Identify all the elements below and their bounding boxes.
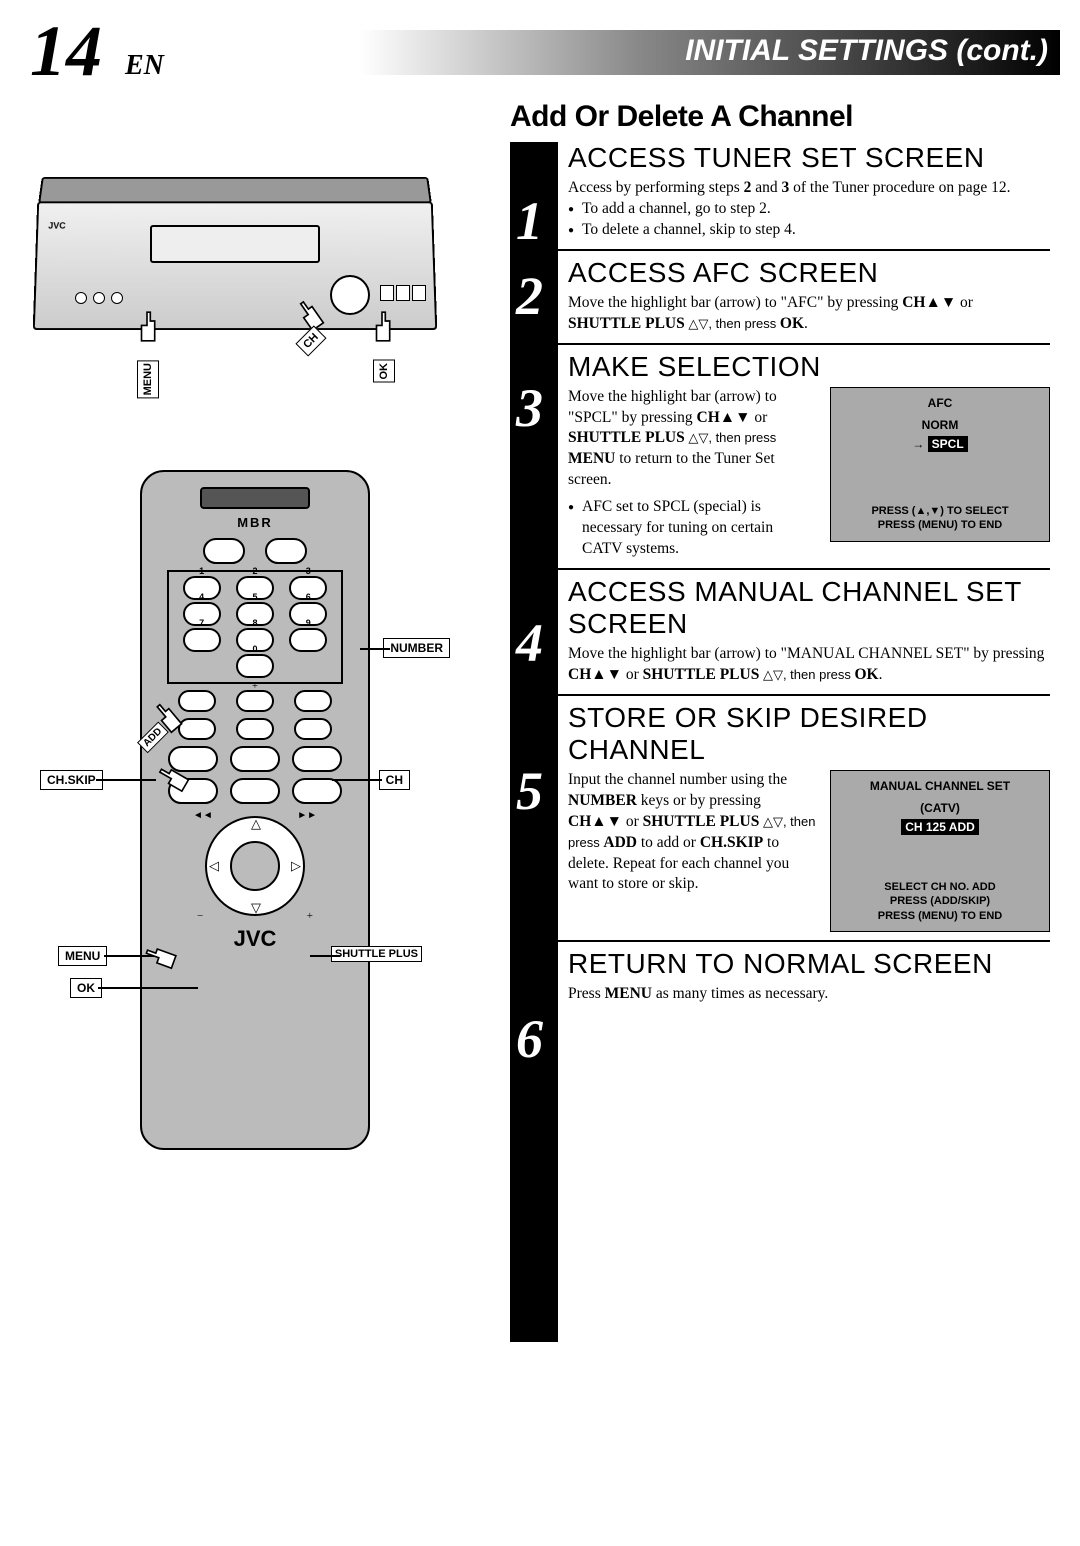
remote-number-pad: 1 2 3 4 5 6 7 8 9 bbox=[167, 570, 343, 684]
remote-ir-window bbox=[200, 487, 310, 509]
screen-row: (CATV) bbox=[920, 801, 960, 815]
step-body: Access by performing steps 2 and 3 of th… bbox=[568, 178, 1050, 241]
step-4: 4 ACCESS MANUAL CHANNEL SET SCREEN Move … bbox=[510, 576, 1050, 696]
step-number: 6 bbox=[516, 1008, 543, 1070]
step-title: ACCESS AFC SCREEN bbox=[568, 257, 1050, 289]
screen-row-selected: → SPCL bbox=[912, 436, 967, 452]
step-title: ACCESS TUNER SET SCREEN bbox=[568, 142, 1050, 174]
vcr-transport-buttons bbox=[380, 285, 426, 301]
remote-brand-bottom: JVC bbox=[157, 926, 353, 952]
page-number: 14 bbox=[30, 10, 102, 93]
step-3: 3 MAKE SELECTION Move the highlight bar … bbox=[510, 351, 1050, 570]
vcr-cassette-slot bbox=[150, 225, 320, 263]
step-body: Move the highlight bar (arrow) to "SPCL"… bbox=[568, 387, 816, 560]
callout-ch: CH bbox=[379, 770, 410, 790]
vcr-brand: JVC bbox=[48, 221, 66, 231]
step-body: Press MENU as many times as necessary. bbox=[568, 984, 1050, 1005]
vcr-dial bbox=[330, 275, 370, 315]
header-title: INITIAL SETTINGS (cont.) bbox=[685, 34, 1048, 68]
step-2: 2 ACCESS AFC SCREEN Move the highlight b… bbox=[510, 257, 1050, 345]
remote-shuttle-ring: △ ▽ ◁ ▷ ◄◄ ►► − + bbox=[205, 816, 305, 916]
vcr-top-panel bbox=[38, 177, 432, 203]
illustrations-column: JVC MENU CH OK bbox=[20, 90, 490, 1170]
page-lang: EN bbox=[125, 50, 164, 82]
vcr-illustration: JVC MENU CH OK bbox=[20, 170, 450, 430]
instructions-column: Add Or Delete A Channel 1 ACCESS TUNER S… bbox=[490, 90, 1050, 1170]
bullet: To delete a channel, skip to step 4. bbox=[568, 220, 1050, 241]
page-header: 14 EN INITIAL SETTINGS (cont.) bbox=[20, 20, 1060, 80]
step-title: ACCESS MANUAL CHANNEL SET SCREEN bbox=[568, 576, 1050, 640]
remote-top-row bbox=[157, 538, 353, 564]
vcr-knobs bbox=[75, 292, 123, 304]
callout-shuttle: SHUTTLE PLUS bbox=[331, 946, 422, 962]
callout-number: NUMBER bbox=[383, 638, 450, 658]
screen-instructions: SELECT CH NO. ADD PRESS (ADD/SKIP) PRESS… bbox=[878, 880, 1002, 923]
vcr-label-ok: OK bbox=[373, 360, 395, 383]
callout-chskip: CH.SKIP bbox=[40, 770, 103, 790]
callout-menu: MENU bbox=[58, 946, 107, 966]
step-number: 3 bbox=[516, 377, 543, 439]
bullet: AFC set to SPCL (special) is necessary f… bbox=[568, 497, 816, 560]
remote-brand-top: MBR bbox=[157, 515, 353, 530]
hand-pointer-menu bbox=[130, 310, 164, 354]
step-number: 2 bbox=[516, 265, 543, 327]
step-title: RETURN TO NORMAL SCREEN bbox=[568, 948, 1050, 980]
step-6: 6 RETURN TO NORMAL SCREEN Press MENU as … bbox=[510, 948, 1050, 1075]
remote-body: MBR 1 2 3 4 5 6 7 bbox=[140, 470, 370, 1150]
screen-instructions: PRESS (▲,▼) TO SELECT PRESS (MENU) TO EN… bbox=[871, 504, 1008, 533]
step-number: 4 bbox=[516, 612, 543, 674]
afc-screen-mockup: AFC NORM → SPCL PRESS (▲,▼) TO SELECT PR… bbox=[830, 387, 1050, 542]
step-1: 1 ACCESS TUNER SET SCREEN Access by perf… bbox=[510, 142, 1050, 251]
vcr-label-menu: MENU bbox=[137, 360, 159, 398]
step-number: 5 bbox=[516, 760, 543, 822]
step-title: MAKE SELECTION bbox=[568, 351, 1050, 383]
screen-title: AFC bbox=[928, 396, 953, 410]
hand-pointer-ok bbox=[365, 310, 399, 354]
step-number: 1 bbox=[516, 190, 543, 252]
step-title: STORE OR SKIP DESIRED CHANNEL bbox=[568, 702, 1050, 766]
screen-row-selected: CH 125 ADD bbox=[901, 819, 979, 835]
step-body: Move the highlight bar (arrow) to "MANUA… bbox=[568, 644, 1050, 686]
section-title: Add Or Delete A Channel bbox=[510, 100, 1050, 134]
screen-title: MANUAL CHANNEL SET bbox=[870, 779, 1010, 793]
bullet: To add a channel, go to step 2. bbox=[568, 199, 1050, 220]
step-body: Input the channel number using the NUMBE… bbox=[568, 770, 816, 932]
screen-row: NORM bbox=[922, 418, 959, 432]
manual-channel-screen-mockup: MANUAL CHANNEL SET (CATV) CH 125 ADD SEL… bbox=[830, 770, 1050, 932]
step-5: 5 STORE OR SKIP DESIRED CHANNEL Input th… bbox=[510, 702, 1050, 942]
step-body: Move the highlight bar (arrow) to "AFC" … bbox=[568, 293, 1050, 335]
remote-illustration: MBR 1 2 3 4 5 6 7 bbox=[20, 470, 450, 1170]
